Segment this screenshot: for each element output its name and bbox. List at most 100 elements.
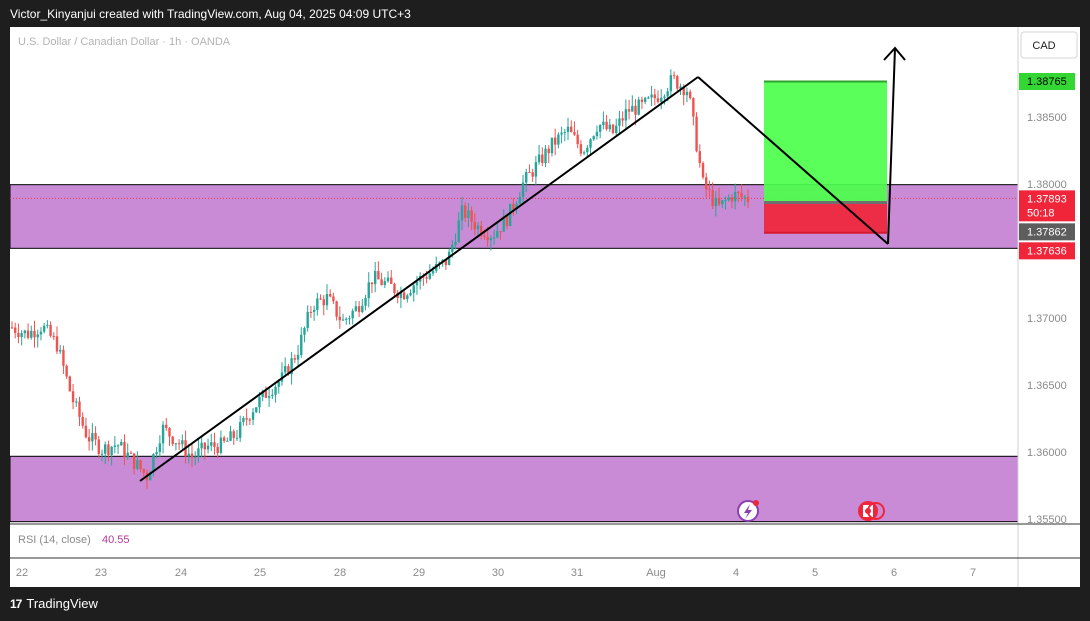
- candle-body[interactable]: [373, 271, 377, 285]
- candle-body[interactable]: [271, 394, 274, 397]
- candle-body[interactable]: [660, 97, 663, 102]
- candle-body[interactable]: [611, 124, 615, 134]
- candle-body[interactable]: [309, 311, 313, 313]
- candle-body[interactable]: [165, 424, 168, 429]
- candle-body[interactable]: [412, 285, 415, 293]
- candle-body[interactable]: [547, 148, 550, 154]
- candle-body[interactable]: [267, 396, 271, 398]
- downtrend-projection-line[interactable]: [697, 76, 889, 245]
- candle-body[interactable]: [643, 97, 647, 102]
- candle-body[interactable]: [71, 391, 75, 403]
- candle-body[interactable]: [586, 147, 589, 153]
- candle-body[interactable]: [120, 442, 123, 446]
- candle-body[interactable]: [222, 437, 226, 441]
- candle-body[interactable]: [460, 205, 464, 221]
- candle-body[interactable]: [647, 97, 650, 99]
- candle-body[interactable]: [258, 396, 261, 408]
- candle-body[interactable]: [149, 472, 152, 481]
- candle-body[interactable]: [62, 349, 65, 366]
- candle-body[interactable]: [42, 325, 46, 332]
- candle-body[interactable]: [496, 231, 499, 238]
- candle-body[interactable]: [190, 453, 194, 458]
- candle-body[interactable]: [203, 442, 207, 450]
- candle-body[interactable]: [10, 327, 14, 329]
- candle-body[interactable]: [255, 407, 258, 413]
- candle-body[interactable]: [544, 148, 547, 163]
- candle-body[interactable]: [534, 162, 538, 177]
- candle-body[interactable]: [348, 318, 351, 320]
- candle-body[interactable]: [650, 94, 653, 98]
- candle-body[interactable]: [515, 203, 518, 210]
- candle-body[interactable]: [277, 381, 280, 387]
- candle-body[interactable]: [727, 197, 730, 201]
- candle-body[interactable]: [563, 132, 567, 134]
- candle-body[interactable]: [193, 456, 197, 458]
- candle-body[interactable]: [78, 401, 81, 417]
- candle-body[interactable]: [560, 132, 563, 135]
- candle-body[interactable]: [508, 203, 512, 227]
- candle-body[interactable]: [303, 328, 306, 335]
- tradingview-logo[interactable]: 17 TradingView: [10, 596, 98, 611]
- candle-body[interactable]: [177, 443, 181, 445]
- candle-body[interactable]: [724, 200, 727, 202]
- chart-frame[interactable]: U.S. Dollar / Canadian Dollar · 1h · OAN…: [9, 27, 1080, 587]
- candle-body[interactable]: [698, 151, 701, 164]
- candle-body[interactable]: [364, 298, 367, 306]
- candle-body[interactable]: [251, 412, 255, 420]
- candle-body[interactable]: [94, 433, 97, 440]
- candle-body[interactable]: [576, 134, 579, 145]
- candle-body[interactable]: [139, 460, 142, 470]
- price-chart[interactable]: U.S. Dollar / Canadian Dollar · 1h · OAN…: [9, 27, 1080, 587]
- candle-body[interactable]: [602, 121, 605, 126]
- candle-body[interactable]: [470, 210, 473, 222]
- candle-body[interactable]: [579, 144, 583, 154]
- candle-body[interactable]: [541, 154, 544, 163]
- candle-body[interactable]: [168, 428, 171, 437]
- candle-body[interactable]: [132, 453, 136, 469]
- candle-body[interactable]: [341, 319, 345, 321]
- candle-body[interactable]: [226, 440, 229, 442]
- stop-loss-box[interactable]: [764, 202, 887, 233]
- candle-body[interactable]: [505, 216, 509, 227]
- candle-body[interactable]: [354, 306, 358, 311]
- candle-body[interactable]: [621, 118, 624, 121]
- candle-body[interactable]: [100, 453, 104, 455]
- candle-body[interactable]: [274, 386, 277, 395]
- candle-body[interactable]: [129, 452, 133, 454]
- candle-body[interactable]: [637, 99, 640, 115]
- candle-body[interactable]: [59, 349, 62, 352]
- candle-body[interactable]: [499, 231, 502, 233]
- candle-body[interactable]: [36, 334, 39, 338]
- candle-body[interactable]: [84, 425, 88, 438]
- candle-body[interactable]: [14, 327, 17, 333]
- candle-body[interactable]: [104, 444, 107, 454]
- candle-body[interactable]: [444, 259, 448, 266]
- candle-body[interactable]: [550, 137, 554, 154]
- candle-body[interactable]: [740, 193, 743, 197]
- candle-body[interactable]: [174, 443, 178, 445]
- candle-body[interactable]: [573, 132, 576, 135]
- candle-body[interactable]: [97, 439, 100, 454]
- candle-body[interactable]: [557, 134, 560, 145]
- candle-body[interactable]: [332, 296, 335, 302]
- candle-body[interactable]: [730, 197, 734, 202]
- candle-body[interactable]: [521, 182, 525, 197]
- candle-body[interactable]: [399, 292, 403, 298]
- currency-button[interactable]: CAD: [1032, 40, 1055, 52]
- candle-body[interactable]: [68, 376, 72, 392]
- candle-body[interactable]: [261, 390, 264, 397]
- candle-body[interactable]: [685, 91, 689, 96]
- candle-body[interactable]: [682, 86, 685, 96]
- candle-body[interactable]: [457, 220, 460, 242]
- candle-body[interactable]: [695, 116, 698, 152]
- candle-body[interactable]: [361, 305, 364, 313]
- candle-body[interactable]: [666, 91, 669, 97]
- candle-body[interactable]: [415, 281, 419, 286]
- candle-body[interactable]: [126, 452, 129, 458]
- candle-body[interactable]: [232, 431, 235, 438]
- candle-body[interactable]: [181, 440, 184, 445]
- take-profit-box[interactable]: [764, 81, 887, 203]
- candle-body[interactable]: [39, 331, 43, 335]
- candle-body[interactable]: [743, 196, 746, 198]
- candle-body[interactable]: [627, 109, 631, 112]
